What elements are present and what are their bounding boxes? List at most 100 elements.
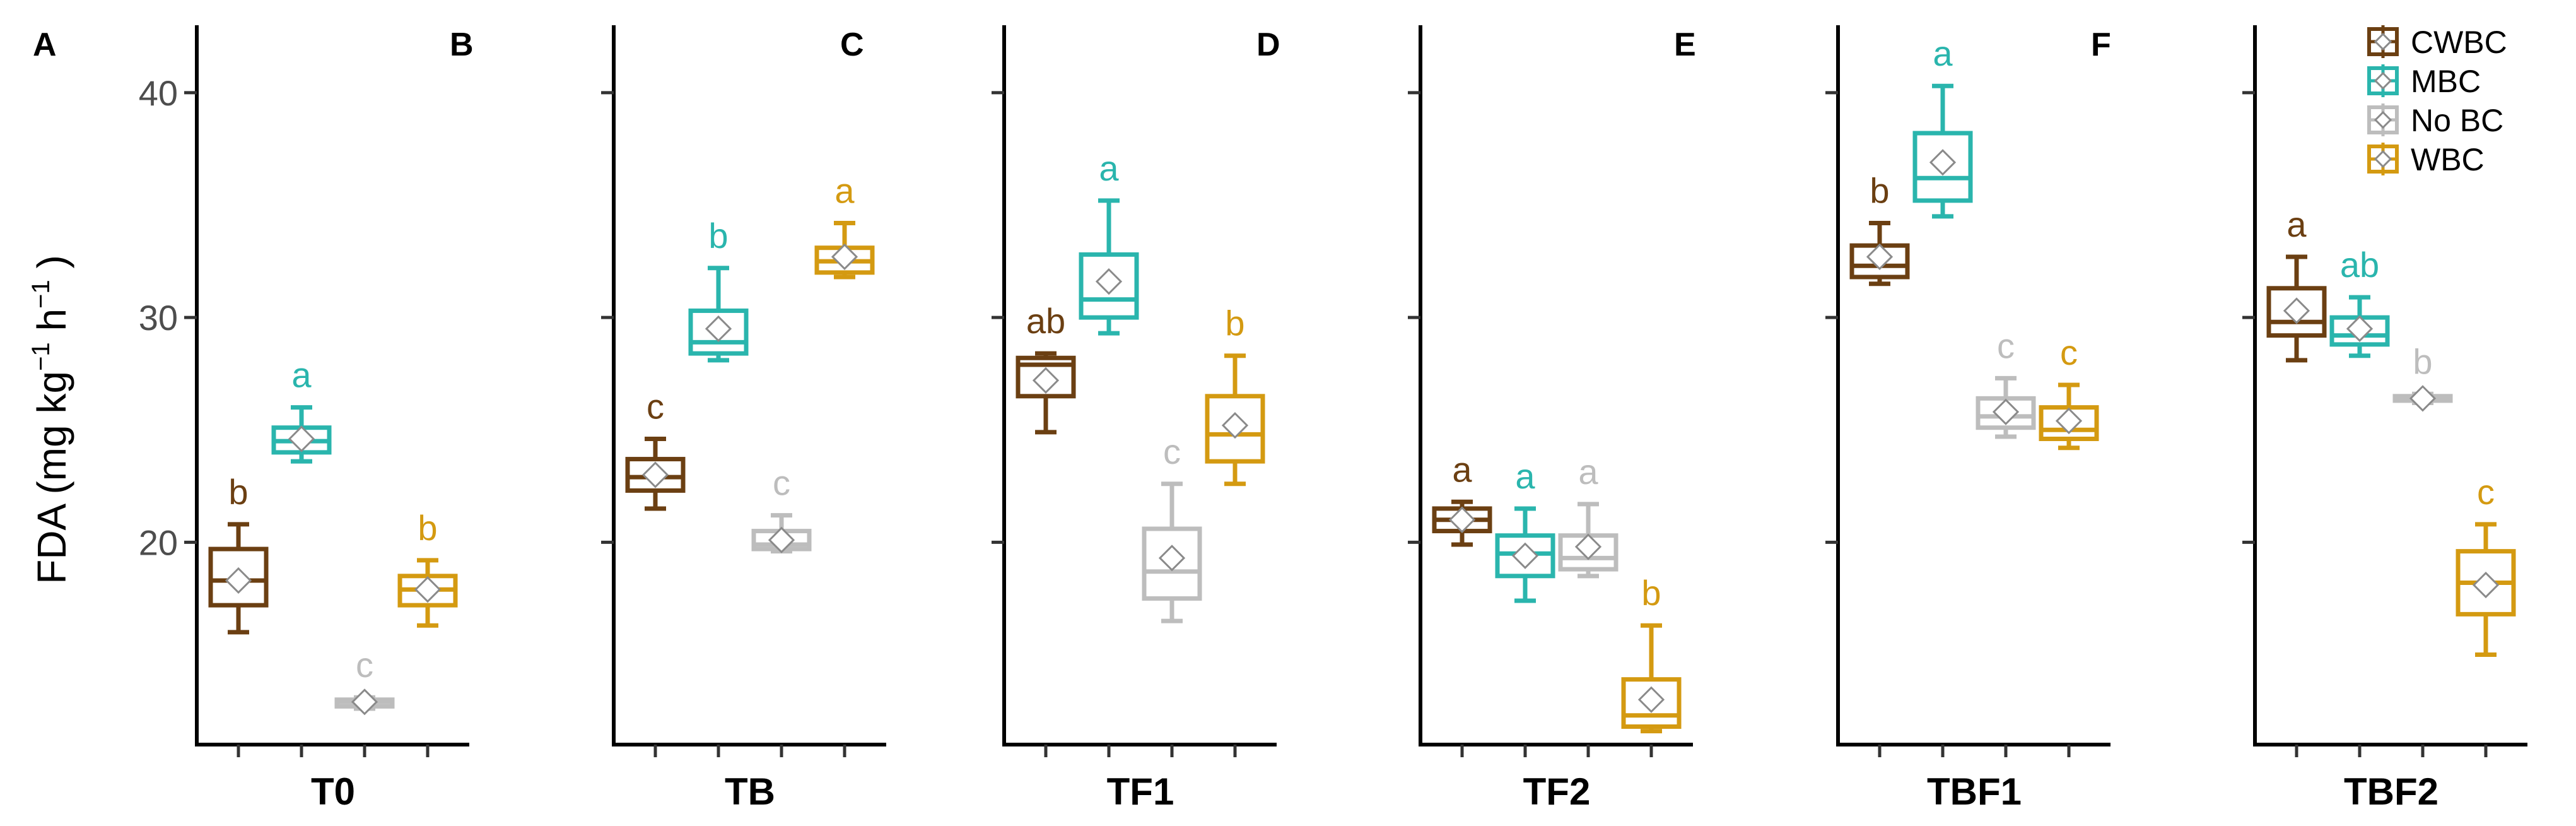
panel-tf1: C TF1 ab a c b	[840, 25, 1277, 813]
box-wbc: b	[397, 508, 458, 628]
mean-marker	[1511, 542, 1539, 569]
legend-item-no-bc: No BC	[2367, 103, 2503, 138]
mean-marker	[1637, 686, 1665, 713]
box-mbc: a	[1495, 456, 1555, 603]
significance-letter: a	[1578, 452, 1598, 492]
legend-key-mean	[2374, 150, 2392, 168]
box-mbc: a	[1912, 33, 1973, 219]
mean-marker	[2409, 385, 2437, 412]
panel-letter: E	[1674, 27, 1696, 63]
box-wbc: b	[1205, 304, 1265, 487]
legend-key-mean	[2374, 110, 2392, 129]
significance-letter: c	[773, 463, 790, 503]
box-no-bc: a	[1558, 452, 1619, 579]
mean-marker	[288, 425, 315, 452]
box-no-bc: c	[1142, 432, 1202, 623]
mean-marker	[1448, 506, 1476, 533]
mean-marker	[1574, 533, 1602, 560]
significance-letter: c	[1163, 432, 1181, 471]
box-cwbc: b	[208, 472, 269, 635]
significance-letter: a	[1515, 456, 1535, 496]
mean-marker	[2472, 571, 2500, 599]
legend-label: MBC	[2411, 64, 2481, 99]
box-iqr	[1912, 131, 1973, 203]
panel-tb: B TB c b c a	[450, 25, 886, 813]
panel-letter: C	[840, 27, 864, 63]
group-label: TB	[725, 770, 775, 813]
legend-label: WBC	[2411, 142, 2485, 177]
mean-marker	[351, 688, 378, 716]
significance-letter: ab	[1026, 301, 1065, 341]
legend-label: No BC	[2411, 103, 2503, 138]
box-iqr	[1142, 526, 1202, 601]
box-mbc: a	[1079, 148, 1139, 336]
y-tick-label: 20	[139, 522, 178, 562]
box-no-bc: c	[751, 463, 812, 554]
mean-marker	[641, 461, 669, 488]
y-tick-label: 30	[139, 298, 178, 338]
significance-letter: b	[2413, 341, 2432, 381]
group-label: TF1	[1107, 770, 1174, 813]
significance-letter: c	[647, 387, 664, 427]
y-axis-title: FDA (mg kg−1 h−1 )	[27, 255, 74, 584]
group-label: TF2	[1523, 770, 1591, 813]
box-wbc: c	[2456, 472, 2516, 657]
legend: CWBC MBC No BC WBC	[2367, 25, 2507, 177]
significance-letter: c	[2060, 333, 2078, 372]
significance-letter: b	[1870, 171, 1889, 211]
mean-marker	[2055, 407, 2083, 435]
group-label: TBF2	[2344, 770, 2438, 813]
panel-letter: F	[2091, 27, 2111, 63]
box-wbc: a	[814, 171, 875, 280]
box-cwbc: ab	[1016, 301, 1076, 435]
box-no-bc: c	[334, 645, 395, 716]
box-cwbc: b	[1849, 171, 1910, 286]
mean-marker	[705, 315, 732, 343]
significance-letter: b	[1641, 573, 1661, 613]
mean-marker	[768, 526, 795, 553]
y-axis-title-text: FDA (mg kg−1 h−1 )	[27, 255, 74, 584]
mean-marker	[1158, 545, 1186, 572]
legend-label: CWBC	[2411, 25, 2507, 60]
mean-marker	[1095, 268, 1123, 295]
significance-letter: a	[2286, 204, 2307, 244]
significance-letter: b	[1225, 304, 1244, 343]
mean-marker	[1032, 367, 1060, 394]
group-label: T0	[311, 770, 355, 813]
significance-letter: a	[1452, 449, 1472, 489]
legend-item-wbc: WBC	[2367, 142, 2485, 177]
panel-tbf1: E TBF1 b a c c	[1674, 25, 2111, 813]
legend-item-cwbc: CWBC	[2367, 25, 2507, 60]
mean-marker	[2346, 315, 2374, 343]
significance-letter: ab	[2340, 245, 2379, 285]
significance-letter: b	[708, 216, 728, 256]
significance-letter: a	[834, 171, 855, 211]
mean-marker	[831, 243, 858, 271]
mean-marker	[2283, 297, 2310, 324]
box-wbc: b	[1621, 573, 1682, 734]
panel-letter: A	[33, 27, 57, 63]
mean-marker	[1929, 149, 1957, 176]
box-no-bc: b	[2392, 341, 2453, 412]
significance-letter: a	[1099, 148, 1119, 188]
significance-letter: b	[418, 508, 437, 548]
mean-marker	[414, 576, 442, 603]
box-cwbc: a	[2266, 204, 2327, 363]
legend-key-mean	[2374, 71, 2392, 90]
mean-marker	[1866, 243, 1894, 271]
panel-t0: A 20 30 40 T0 b a c b	[33, 25, 469, 813]
mean-marker	[225, 567, 252, 594]
group-label: TBF1	[1927, 770, 2022, 813]
box-mbc: ab	[2329, 245, 2390, 358]
significance-letter: c	[356, 645, 373, 685]
panel-letter: D	[1256, 27, 1280, 63]
legend-key-mean	[2374, 32, 2392, 51]
y-tick-label: 40	[139, 73, 178, 113]
box-cwbc: a	[1432, 449, 1492, 547]
box-wbc: c	[2039, 333, 2099, 451]
significance-letter: c	[1997, 326, 2015, 365]
significance-letter: a	[291, 355, 312, 395]
significance-letter: a	[1933, 33, 1953, 73]
